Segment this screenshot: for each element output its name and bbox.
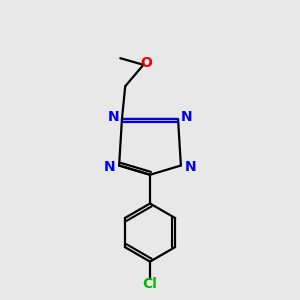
Text: Cl: Cl xyxy=(142,277,158,291)
Text: N: N xyxy=(181,110,192,124)
Text: O: O xyxy=(140,56,152,70)
Text: N: N xyxy=(184,160,196,174)
Text: N: N xyxy=(104,160,116,174)
Text: N: N xyxy=(108,110,119,124)
